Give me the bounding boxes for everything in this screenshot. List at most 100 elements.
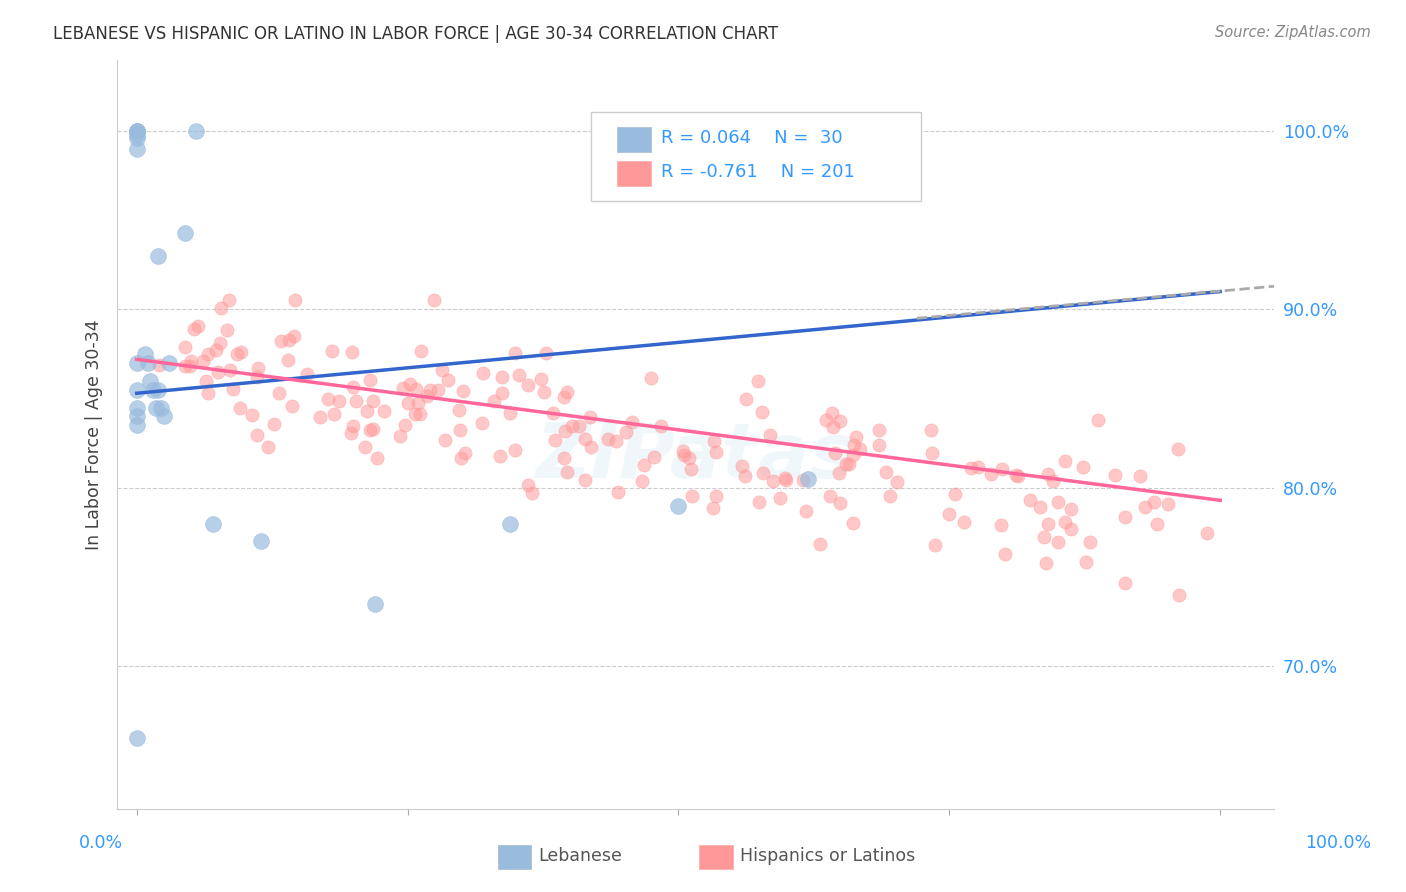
Point (1019, 492, 1042, 507)
Point (366, 450, 388, 465)
Point (354, 440, 377, 454)
Point (499, 405, 522, 419)
Y-axis label: In Labor Force | Age 30-34: In Labor Force | Age 30-34 (86, 319, 103, 549)
Point (534, 346, 557, 360)
Point (1087, 413, 1109, 427)
Point (808, 536, 831, 550)
Point (197, 347, 219, 361)
Point (433, 433, 456, 447)
Point (246, 428, 269, 442)
Point (830, 495, 852, 509)
Point (134, 347, 156, 361)
Point (842, 448, 865, 462)
Point (125, 124, 148, 138)
Point (920, 423, 942, 437)
Point (281, 399, 304, 413)
Point (491, 370, 513, 384)
Point (447, 402, 470, 417)
Point (830, 414, 852, 428)
Point (1007, 469, 1029, 483)
Point (219, 363, 242, 377)
Text: 100.0%: 100.0% (1305, 834, 1372, 852)
Point (508, 368, 530, 382)
Point (844, 438, 866, 452)
Point (419, 383, 441, 397)
Point (399, 376, 422, 391)
Point (821, 419, 844, 434)
Point (751, 405, 773, 419)
Point (1053, 454, 1076, 468)
Point (125, 124, 148, 138)
Point (990, 517, 1012, 532)
Point (503, 442, 526, 457)
Point (1143, 495, 1166, 509)
Point (769, 491, 792, 506)
Point (340, 425, 363, 440)
Point (222, 382, 245, 396)
Point (229, 401, 252, 415)
Point (453, 446, 475, 460)
Point (668, 499, 690, 513)
Point (423, 293, 446, 308)
Point (980, 467, 1002, 482)
Point (180, 354, 202, 368)
Point (1032, 530, 1054, 544)
Point (148, 249, 170, 263)
Point (672, 444, 695, 458)
Point (240, 408, 263, 422)
Point (541, 406, 564, 420)
Point (342, 380, 364, 394)
Point (389, 428, 412, 442)
Point (125, 128, 148, 142)
Point (1133, 500, 1156, 514)
Point (149, 401, 172, 415)
Point (533, 384, 555, 399)
Point (640, 371, 662, 385)
Point (361, 421, 384, 435)
Point (704, 489, 727, 503)
Text: R = 0.064    N =  30: R = 0.064 N = 30 (661, 129, 842, 147)
Point (1157, 497, 1180, 511)
Point (432, 363, 454, 377)
Point (735, 392, 758, 406)
Point (174, 226, 197, 240)
Point (1004, 467, 1026, 482)
Point (758, 428, 780, 442)
Point (605, 434, 627, 449)
Text: R = -0.761    N = 201: R = -0.761 N = 201 (661, 163, 855, 181)
Point (1195, 525, 1218, 540)
Point (678, 451, 700, 466)
Text: LEBANESE VS HISPANIC OR LATINO IN LABOR FORCE | AGE 30-34 CORRELATION CHART: LEBANESE VS HISPANIC OR LATINO IN LABOR … (53, 25, 779, 43)
Text: 0.0%: 0.0% (79, 834, 124, 852)
Point (924, 538, 946, 552)
Point (295, 368, 318, 382)
Point (849, 442, 872, 456)
Point (157, 356, 180, 370)
Point (814, 412, 837, 426)
Point (125, 418, 148, 433)
Point (246, 370, 269, 384)
Point (818, 489, 841, 503)
Point (530, 372, 553, 386)
Point (471, 416, 494, 430)
Point (731, 458, 754, 473)
Point (1047, 535, 1070, 549)
Point (321, 343, 343, 358)
Point (426, 383, 449, 397)
Point (406, 396, 429, 410)
Point (747, 374, 769, 388)
Point (323, 407, 346, 421)
Point (633, 458, 655, 472)
Point (1046, 495, 1069, 509)
Point (821, 405, 844, 419)
Point (991, 461, 1014, 475)
Point (554, 424, 576, 438)
Point (225, 347, 247, 361)
Point (703, 434, 725, 449)
Point (1114, 576, 1136, 591)
Point (960, 461, 983, 475)
Point (449, 423, 471, 437)
Point (277, 333, 299, 347)
Point (796, 504, 818, 518)
Point (409, 343, 432, 358)
